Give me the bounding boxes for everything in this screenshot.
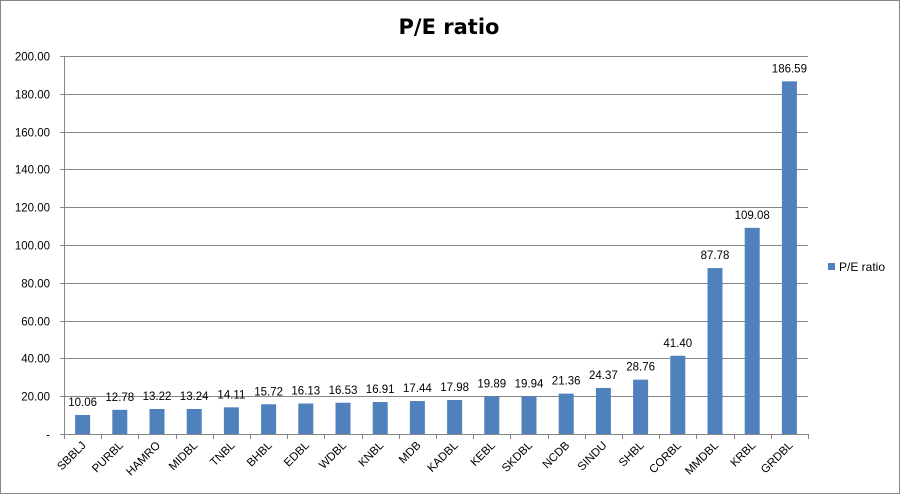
y-tick-label: 180.00 [15,90,50,102]
chart-title: P/E ratio [399,15,500,39]
x-tick-label: SINDU [576,440,610,474]
bar [298,403,314,434]
data-label: 13.22 [143,391,172,403]
data-label: 16.91 [366,384,395,396]
data-label: 17.98 [440,382,469,394]
x-tick-label: MDB [397,439,424,466]
x-tick-label: KEBL [469,439,499,469]
bar [75,414,91,434]
data-label: 17.44 [403,383,432,395]
data-label: 13.24 [180,391,209,403]
data-label: 24.37 [589,370,618,382]
bar [186,408,202,434]
data-label: 87.78 [701,250,730,262]
bar [521,396,537,434]
x-tick-label: MIDBL [167,439,201,473]
x-tick-label: SKDBL [500,439,536,475]
data-label: 10.06 [68,397,97,409]
x-tick-label: EDBL [282,439,312,469]
bar [781,81,797,434]
bar [372,402,388,434]
y-tick-label: 80.00 [21,279,50,291]
bar [744,227,760,434]
data-label: 109.08 [735,210,770,222]
y-tick-label: - [46,430,50,442]
y-tick-label: 40.00 [21,354,50,366]
bar [409,401,425,434]
data-label: 186.59 [772,63,807,75]
bar [261,404,277,434]
data-label: 19.94 [515,378,544,390]
bar [447,400,463,434]
data-labels: 10.06 12.78 13.22 13.24 14.11 15.72 16.13 16.53… [68,63,807,409]
x-tick-label: KADBL [426,439,462,475]
y-tick-label: 100.00 [15,241,50,253]
x-tick-label: KRBL [729,439,759,469]
x-tick-label: CORBL [647,439,684,476]
y-tick-label: 20.00 [21,392,50,404]
x-tick-label: KNBL [357,439,387,469]
data-label: 41.40 [663,338,692,350]
x-tick-label: SBBLJ [55,440,88,473]
bar [707,268,723,434]
y-tick-label: 140.00 [15,165,50,177]
data-label: 15.72 [254,386,283,398]
x-tick-label: TNBL [208,439,238,469]
y-axis-tick-labels: - 20.00 40.00 60.00 80.00 100.00 120.00 140.00 1… [15,52,50,442]
x-tick-label: NCDB [541,439,573,471]
bar [335,402,351,434]
bar [149,409,165,434]
bar [484,396,500,434]
bar [558,393,574,434]
x-tick-label: HAMRO [124,440,163,479]
bar-series [75,81,797,434]
y-tick-label: 120.00 [15,203,50,215]
bar [112,409,128,434]
x-tick-label: BHBL [245,439,275,469]
legend: P/E ratio [828,260,885,274]
y-tick-label: 60.00 [21,317,50,329]
data-label: 14.11 [217,389,245,401]
data-label: 28.76 [626,362,655,374]
bar [595,387,611,434]
y-tick-label: 160.00 [15,128,50,140]
gridlines [64,56,808,397]
legend-label: P/E ratio [839,260,885,274]
bar [670,355,686,434]
bar [223,407,239,434]
data-label: 12.78 [105,392,134,404]
x-tick-label: GRDBL [759,439,796,476]
bar [633,379,649,434]
x-tick-label: PURBL [90,439,126,475]
legend-swatch [828,263,835,270]
data-label: 16.53 [329,385,358,397]
data-label: 19.89 [477,378,506,390]
data-label: 16.13 [291,386,320,398]
x-tick-label: WDBL [317,439,349,471]
x-tick-label: MMDBL [683,439,721,477]
y-tick-label: 200.00 [15,52,50,64]
data-label: 21.36 [552,376,581,388]
axes [60,56,809,439]
x-tick-label: SHBL [617,439,647,469]
